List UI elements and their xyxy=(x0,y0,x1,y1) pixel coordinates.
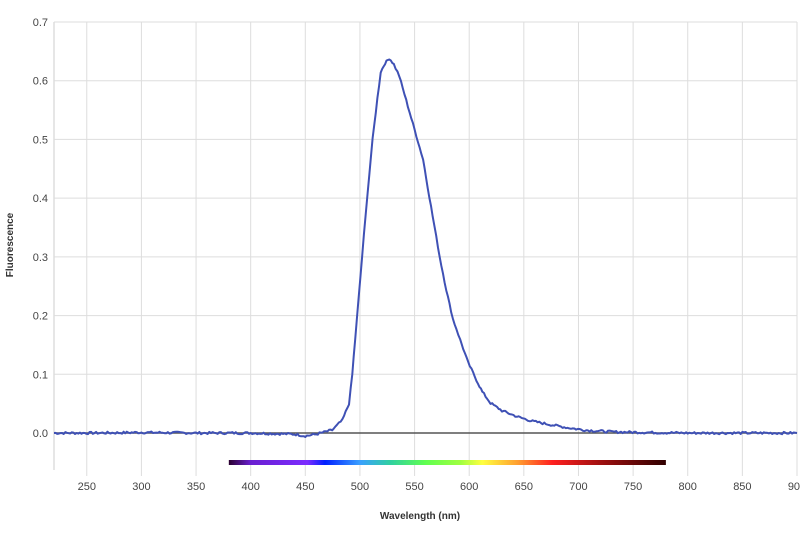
y-tick-label: 0.5 xyxy=(33,134,48,146)
x-tick-label: 750 xyxy=(624,481,642,493)
x-tick-label: 850 xyxy=(733,481,751,493)
y-axis-label: Fluorescence xyxy=(5,212,16,277)
y-tick-label: 0.4 xyxy=(33,193,48,205)
x-tick-label: 600 xyxy=(460,481,478,493)
x-tick-label: 350 xyxy=(187,481,205,493)
y-tick-label: 0.3 xyxy=(33,252,48,264)
x-tick-label: 450 xyxy=(296,481,314,493)
x-tick-label: 500 xyxy=(351,481,369,493)
x-tick-label: 800 xyxy=(679,481,697,493)
x-tick-label: 700 xyxy=(569,481,587,493)
x-tick-label: 400 xyxy=(241,481,259,493)
y-tick-label: 0.1 xyxy=(33,369,48,381)
x-tick-label: 550 xyxy=(405,481,423,493)
grid xyxy=(53,21,798,476)
visible-spectrum-bar xyxy=(228,460,666,465)
x-tick-label: 650 xyxy=(515,481,533,493)
x-tick-label: 250 xyxy=(78,481,96,493)
y-tick-label: 0.0 xyxy=(33,428,48,440)
tick-labels: 250 300 350 400 450 500 550 600 650 700 750 800 850 9… xyxy=(33,17,800,493)
y-tick-label: 0.7 xyxy=(33,17,48,29)
x-tick-label: 300 xyxy=(132,481,150,493)
x-tick-label: 900 xyxy=(788,481,800,493)
x-axis-label: Wavelength (nm) xyxy=(380,511,460,522)
y-tick-label: 0.2 xyxy=(33,311,48,323)
y-tick-label: 0.6 xyxy=(33,76,48,88)
series-line xyxy=(53,58,798,438)
